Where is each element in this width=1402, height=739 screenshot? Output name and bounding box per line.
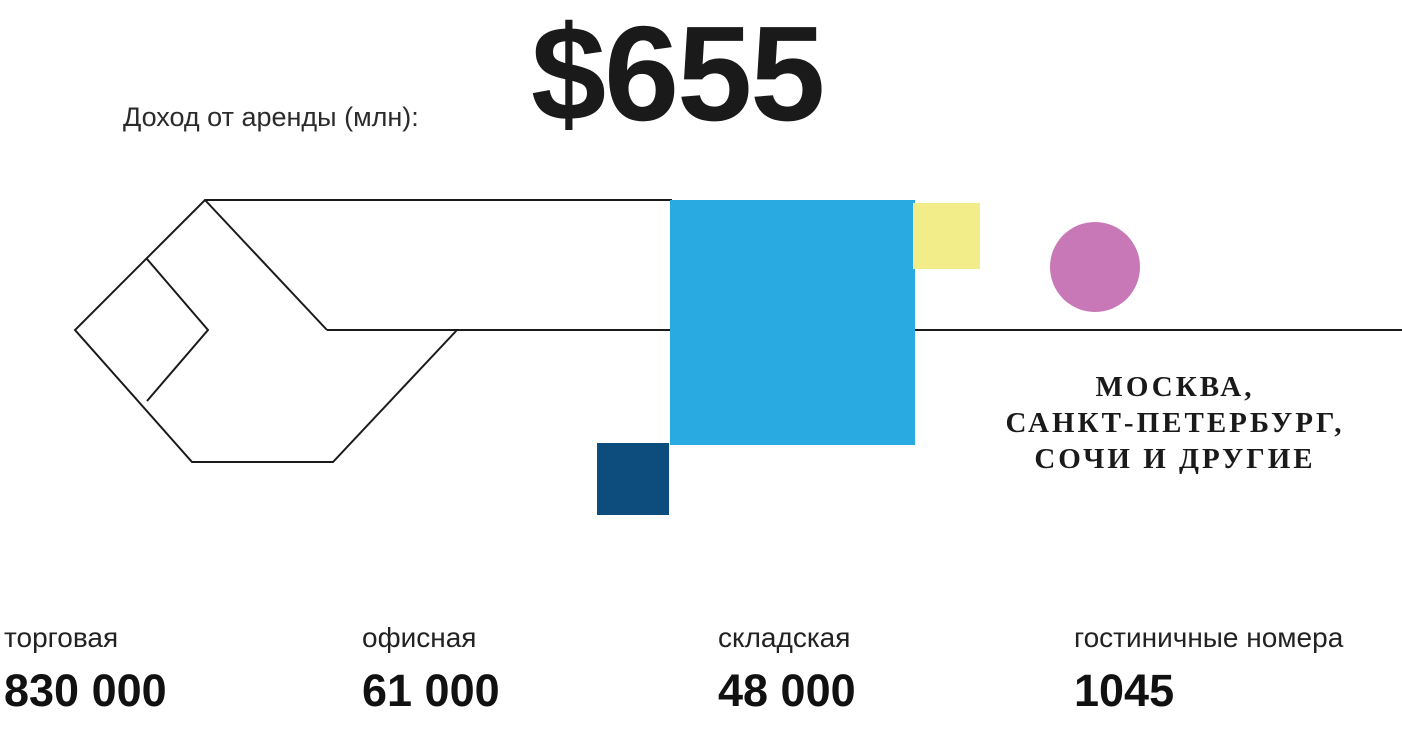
stat-warehouse-value: 48 000 bbox=[718, 665, 856, 716]
stat-warehouse: складская 48 000 bbox=[718, 622, 856, 716]
stat-hotel-rooms-label: гостиничные номера bbox=[1074, 622, 1344, 653]
stat-office: офисная 61 000 bbox=[362, 622, 500, 716]
stat-retail: торговая 830 000 bbox=[4, 622, 167, 716]
navy-square bbox=[597, 443, 669, 515]
stat-retail-label: торговая bbox=[4, 622, 119, 653]
pink-circle bbox=[1050, 222, 1140, 312]
key-outline-path bbox=[73, 199, 672, 463]
key-inner-chevron bbox=[146, 258, 210, 402]
cities-line-2: САНКТ-ПЕТЕРБУРГ, bbox=[1005, 407, 1345, 439]
stat-office-value: 61 000 bbox=[362, 665, 500, 716]
cyan-square bbox=[670, 200, 915, 445]
cities-line-1: МОСКВА, bbox=[1095, 371, 1255, 403]
cities-line-3: СОЧИ И ДРУГИЕ bbox=[1034, 443, 1316, 475]
yellow-square bbox=[913, 203, 980, 269]
stat-hotel-rooms-value: 1045 bbox=[1074, 665, 1175, 716]
rental-income-label: Доход от аренды (млн): bbox=[123, 102, 419, 132]
stat-warehouse-label: складская bbox=[718, 622, 851, 653]
stat-retail-value: 830 000 bbox=[4, 665, 167, 716]
stat-office-label: офисная bbox=[362, 622, 477, 653]
rental-income-value: $655 bbox=[531, 0, 825, 149]
stat-hotel-rooms: гостиничные номера 1045 bbox=[1074, 622, 1343, 716]
cities-caption: МОСКВА, САНКТ-ПЕТЕРБУРГ, СОЧИ И ДРУГИЕ bbox=[950, 369, 1400, 477]
key-fold-line bbox=[204, 199, 328, 331]
